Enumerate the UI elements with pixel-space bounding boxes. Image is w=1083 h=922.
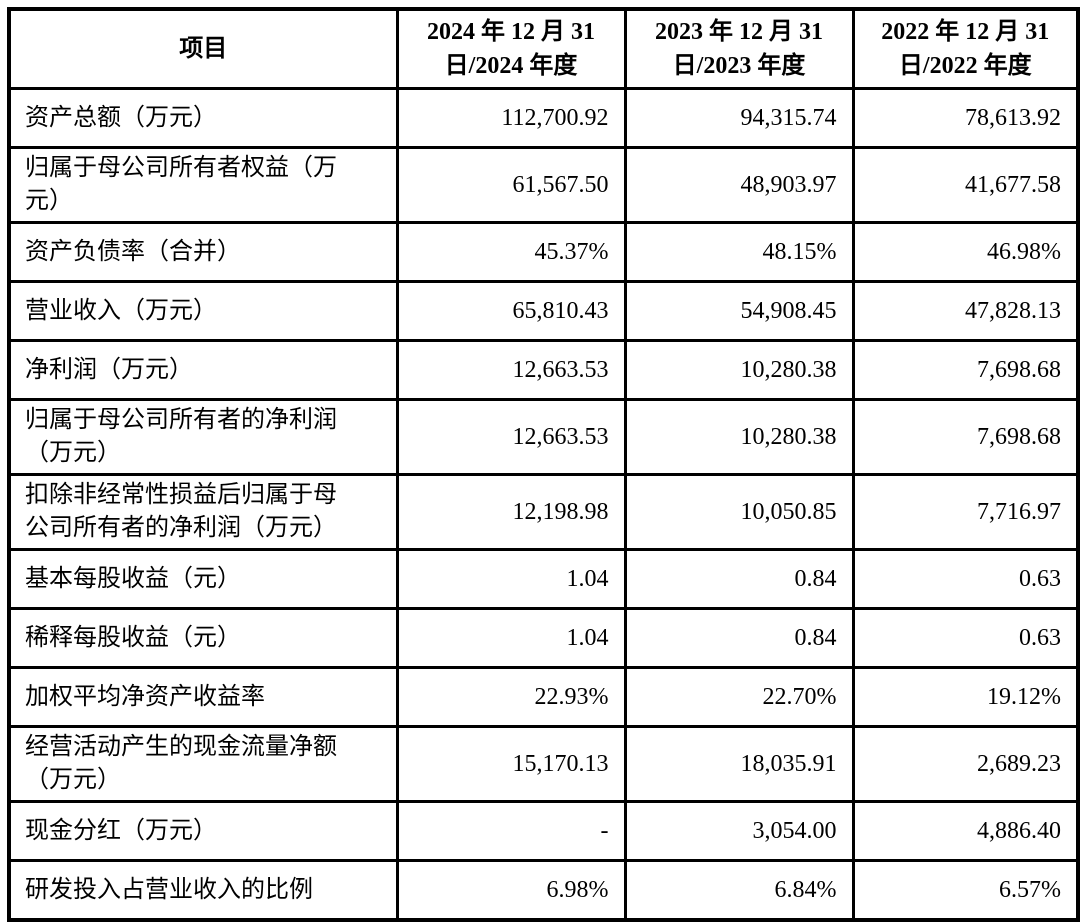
value-cell: 0.84	[623, 607, 855, 669]
value-cell: 22.93%	[395, 666, 627, 728]
column-header-period-2022: 2022 年 12 月 31 日/2022 年度	[851, 7, 1080, 90]
table-header: 项目 2024 年 12 月 31 日/2024 年度 2023 年 12 月 …	[7, 7, 1080, 90]
value-cell: 65,810.43	[395, 280, 627, 342]
column-header-period-2023: 2023 年 12 月 31 日/2023 年度	[623, 7, 855, 90]
value-cell: 10,050.85	[623, 473, 855, 551]
row-label: 经营活动产生的现金流量净额 （万元）	[7, 725, 399, 803]
column-header-item: 项目	[7, 7, 399, 90]
value-cell: 19.12%	[851, 666, 1080, 728]
value-cell: -	[395, 800, 627, 862]
row-label: 研发投入占营业收入的比例	[7, 859, 399, 922]
value-cell: 10,280.38	[623, 339, 855, 401]
value-cell: 22.70%	[623, 666, 855, 728]
row-label: 营业收入（万元）	[7, 280, 399, 342]
value-cell: 12,198.98	[395, 473, 627, 551]
row-label: 扣除非经常性损益后归属于母 公司所有者的净利润（万元）	[7, 473, 399, 551]
table-row: 稀释每股收益（元） 1.04 0.84 0.63	[7, 607, 1080, 669]
table-row: 营业收入（万元） 65,810.43 54,908.45 47,828.13	[7, 280, 1080, 342]
value-cell: 61,567.50	[395, 146, 627, 224]
table-row: 经营活动产生的现金流量净额 （万元） 15,170.13 18,035.91 2,68…	[7, 725, 1080, 803]
value-cell: 1.04	[395, 607, 627, 669]
table-row: 研发投入占营业收入的比例 6.98% 6.84% 6.57%	[7, 859, 1080, 922]
value-cell: 47,828.13	[851, 280, 1080, 342]
table-body: 资产总额（万元） 112,700.92 94,315.74 78,613.92 归属于母…	[7, 87, 1080, 922]
column-header-period-2024: 2024 年 12 月 31 日/2024 年度	[395, 7, 627, 90]
value-cell: 7,716.97	[851, 473, 1080, 551]
row-label: 现金分红（万元）	[7, 800, 399, 862]
value-cell: 48.15%	[623, 221, 855, 283]
value-cell: 0.84	[623, 548, 855, 610]
row-label: 归属于母公司所有者权益（万 元）	[7, 146, 399, 224]
row-label: 加权平均净资产收益率	[7, 666, 399, 728]
value-cell: 6.57%	[851, 859, 1080, 922]
value-cell: 12,663.53	[395, 398, 627, 476]
header-row: 项目 2024 年 12 月 31 日/2024 年度 2023 年 12 月 …	[7, 7, 1080, 90]
value-cell: 41,677.58	[851, 146, 1080, 224]
value-cell: 15,170.13	[395, 725, 627, 803]
table-row: 基本每股收益（元） 1.04 0.84 0.63	[7, 548, 1080, 610]
value-cell: 18,035.91	[623, 725, 855, 803]
row-label: 稀释每股收益（元）	[7, 607, 399, 669]
value-cell: 94,315.74	[623, 87, 855, 149]
value-cell: 48,903.97	[623, 146, 855, 224]
value-cell: 12,663.53	[395, 339, 627, 401]
value-cell: 54,908.45	[623, 280, 855, 342]
value-cell: 2,689.23	[851, 725, 1080, 803]
value-cell: 10,280.38	[623, 398, 855, 476]
financial-summary-table: 项目 2024 年 12 月 31 日/2024 年度 2023 年 12 月 …	[7, 7, 1080, 922]
table-row: 现金分红（万元） -3,054.00 4,886.40	[7, 800, 1080, 862]
row-label: 资产负债率（合并）	[7, 221, 399, 283]
value-cell: 0.63	[851, 548, 1080, 610]
table-row: 净利润（万元） 12,663.53 10,280.38 7,698.68	[7, 339, 1080, 401]
value-cell: 4,886.40	[851, 800, 1080, 862]
value-cell: 7,698.68	[851, 339, 1080, 401]
value-cell: 6.98%	[395, 859, 627, 922]
row-label: 净利润（万元）	[7, 339, 399, 401]
value-cell: 6.84%	[623, 859, 855, 922]
value-cell: 45.37%	[395, 221, 627, 283]
row-label: 归属于母公司所有者的净利润 （万元）	[7, 398, 399, 476]
row-label: 资产总额（万元）	[7, 87, 399, 149]
table-row: 扣除非经常性损益后归属于母 公司所有者的净利润（万元） 12,198.98 10,0…	[7, 473, 1080, 551]
table-row: 资产总额（万元） 112,700.92 94,315.74 78,613.92	[7, 87, 1080, 149]
table-row: 加权平均净资产收益率 22.93% 22.70% 19.12%	[7, 666, 1080, 728]
value-cell: 1.04	[395, 548, 627, 610]
table-row: 归属于母公司所有者权益（万 元） 61,567.50 48,903.97 41,677…	[7, 146, 1080, 224]
value-cell: 46.98%	[851, 221, 1080, 283]
table-row: 归属于母公司所有者的净利润 （万元） 12,663.53 10,280.38 7,69…	[7, 398, 1080, 476]
value-cell: 7,698.68	[851, 398, 1080, 476]
table-row: 资产负债率（合并） 45.37% 48.15% 46.98%	[7, 221, 1080, 283]
value-cell: 112,700.92	[395, 87, 627, 149]
row-label: 基本每股收益（元）	[7, 548, 399, 610]
value-cell: 3,054.00	[623, 800, 855, 862]
value-cell: 78,613.92	[851, 87, 1080, 149]
value-cell: 0.63	[851, 607, 1080, 669]
